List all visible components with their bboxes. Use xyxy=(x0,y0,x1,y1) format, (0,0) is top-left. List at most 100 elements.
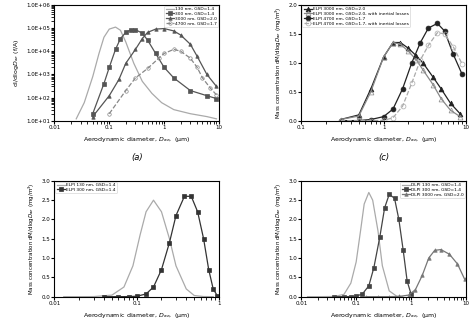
ELPI 4700 nm, GSD=1.7, with inertial losses xyxy=(435,31,440,35)
ELPI 130 nm, GSD=1.4 xyxy=(192,293,197,297)
DLPI 300 nm, GSD=1.4 xyxy=(359,292,365,296)
ELPI 4700 nm, GSD=1.7 xyxy=(450,52,456,56)
DLPI 300 nm, GSD=1.4 xyxy=(392,196,397,200)
DLPI 130 nm, GSD=1.4 xyxy=(394,294,400,298)
ELPI 4700 nm, GSD=1.7, with inertial losses xyxy=(381,118,386,122)
X-axis label: Aerodynamic diameter, $D_{ae},$ (μm): Aerodynamic diameter, $D_{ae},$ (μm) xyxy=(330,311,438,320)
ELPI 4700 nm, GSD=1.7 xyxy=(459,72,465,76)
4700 nm, GSD=1.7 xyxy=(214,93,219,97)
130 nm, GSD=1.4 xyxy=(73,117,79,121)
ELPI 3000 nm, GSD=2.0 xyxy=(457,112,463,116)
4700 nm, GSD=1.7 xyxy=(200,76,205,80)
Line: 4700 nm, GSD=1.7: 4700 nm, GSD=1.7 xyxy=(107,48,218,115)
300 nm, GSD=1.4 xyxy=(123,30,129,34)
Legend: DLPI 130 nm, GSD=1.4, DLPI 300 nm, GSD=1.4, DLPI 3000 nm, GSD=2.0: DLPI 130 nm, GSD=1.4, DLPI 300 nm, GSD=1… xyxy=(400,182,465,198)
ELPI 3000 nm, GSD=2.0 xyxy=(438,87,444,91)
Line: ELPI 4700 nm, GSD=1.7: ELPI 4700 nm, GSD=1.7 xyxy=(338,21,464,123)
ELPI 300 nm, GSD=1.4 xyxy=(115,295,121,299)
Line: DLPI 130 nm, GSD=1.4: DLPI 130 nm, GSD=1.4 xyxy=(307,192,403,297)
ELPI 4700 nm, GSD=1.7, with inertial losses xyxy=(368,119,374,123)
300 nm, GSD=1.4 xyxy=(132,28,138,32)
DLPI 3000 nm, GSD=2.0 xyxy=(432,248,438,252)
DLPI 130 nm, GSD=1.4 xyxy=(332,294,337,298)
DLPI 300 nm, GSD=1.4 xyxy=(366,284,372,288)
DLPI 300 nm, GSD=1.4 xyxy=(341,295,347,299)
Text: (c): (c) xyxy=(378,153,389,162)
3000 nm, GSD=2.0 xyxy=(214,84,219,88)
ELPI 300 nm, GSD=1.4 xyxy=(143,292,149,296)
3000 nm, GSD=2.0 xyxy=(116,78,122,82)
ELPI 300 nm, GSD=1.4 xyxy=(151,285,157,289)
DLPI 300 nm, GSD=1.4 xyxy=(332,295,337,299)
ELPI 4700 nm, GSD=1.7 xyxy=(368,118,374,122)
Line: ELPI 4700 nm, GSD=1.7, with inertial losses: ELPI 4700 nm, GSD=1.7, with inertial los… xyxy=(338,30,464,123)
Legend: 130 nm, GSD=1.4, 300 nm, GSD=1.4, 3000 nm, GSD=2.0, 4700 nm, GSD=1.7: 130 nm, GSD=1.4, 300 nm, GSD=1.4, 3000 n… xyxy=(164,6,218,27)
3000 nm, GSD=2.0 xyxy=(140,37,145,40)
4700 nm, GSD=1.7 xyxy=(132,76,138,80)
Y-axis label: Mass concentration dM/dlog$D_{ae}$ (mg/m³): Mass concentration dM/dlog$D_{ae}$ (mg/m… xyxy=(26,183,36,295)
ELPI 300 nm, GSD=1.4 xyxy=(206,268,211,272)
ELPI 4700 nm, GSD=1.7, with inertial losses xyxy=(418,58,423,62)
ELPI 300 nm, GSD=1.4 xyxy=(134,294,140,298)
130 nm, GSD=1.4 xyxy=(90,75,96,79)
300 nm, GSD=1.4 xyxy=(171,76,176,80)
Line: 300 nm, GSD=1.4: 300 nm, GSD=1.4 xyxy=(91,28,218,115)
ELPI 130 nm, GSD=1.4 xyxy=(91,295,96,299)
DLPI 130 nm, GSD=1.4 xyxy=(353,260,359,264)
Line: ELPI 3000 nm, GSD=2.0: ELPI 3000 nm, GSD=2.0 xyxy=(338,40,463,122)
130 nm, GSD=1.4 xyxy=(101,35,107,39)
ELPI 300 nm, GSD=1.4 xyxy=(101,295,107,299)
130 nm, GSD=1.4 xyxy=(81,101,87,105)
4700 nm, GSD=1.7 xyxy=(123,89,129,93)
ELPI 300 nm, GSD=1.4 xyxy=(158,268,164,272)
DLPI 300 nm, GSD=1.4 xyxy=(404,279,410,283)
ELPI 4700 nm, GSD=1.7, with inertial losses xyxy=(459,62,465,66)
ELPI 130 nm, GSD=1.4 xyxy=(109,293,115,297)
ELPI 3000 nm, GSD=2.0 xyxy=(368,87,374,91)
3000 nm, GSD=2.0 xyxy=(187,42,193,46)
DLPI 300 nm, GSD=1.4 xyxy=(371,266,377,270)
Y-axis label: Mass concentration dM/dlog$D_{ae}$ (mg/m³): Mass concentration dM/dlog$D_{ae}$ (mg/m… xyxy=(273,7,283,119)
ELPI 300 nm, GSD=1.4 xyxy=(173,214,179,217)
3000 nm, GSD=2.0 xyxy=(132,47,138,51)
DLPI 300 nm, GSD=1.4 xyxy=(408,292,414,296)
130 nm, GSD=1.4 xyxy=(118,28,123,32)
DLPI 130 nm, GSD=1.4 xyxy=(305,295,310,299)
DLPI 130 nm, GSD=1.4 xyxy=(361,202,367,206)
300 nm, GSD=1.4 xyxy=(145,38,150,42)
ELPI 130 nm, GSD=1.4 xyxy=(151,198,157,202)
ELPI 4700 nm, GSD=1.7 xyxy=(426,26,431,30)
4700 nm, GSD=1.7 xyxy=(178,49,184,53)
4700 nm, GSD=1.7 xyxy=(145,67,150,70)
DLPI 300 nm, GSD=1.4 xyxy=(386,192,392,196)
300 nm, GSD=1.4 xyxy=(113,47,118,51)
130 nm, GSD=1.4 xyxy=(171,108,176,111)
3000 nm, GSD=2.0 xyxy=(90,115,96,119)
DLPI 3000 nm, GSD=2.0 xyxy=(412,288,418,292)
ELPI 130 nm, GSD=1.4 xyxy=(143,210,149,214)
ELPI 4700 nm, GSD=1.7 xyxy=(338,119,343,123)
ELPI 4700 nm, GSD=1.7, with inertial losses xyxy=(450,45,456,49)
3000 nm, GSD=2.0 xyxy=(161,27,167,31)
ELPI 3000 nm, GSD=2.0 xyxy=(398,40,403,44)
DLPI 3000 nm, GSD=2.0 xyxy=(386,295,392,299)
Legend: ELPI 3000 nm, GSD=2.0, ELPI 3000 nm, GSD=2.0, with inertial losses, ELPI 4700 nm: ELPI 3000 nm, GSD=2.0, ELPI 3000 nm, GSD… xyxy=(302,6,410,27)
DLPI 130 nm, GSD=1.4 xyxy=(400,295,405,299)
3000 nm, GSD=2.0 xyxy=(204,72,210,76)
ELPI 3000 nm, GSD=2.0, with inertial losses xyxy=(430,83,436,87)
ELPI 4700 nm, GSD=1.7 xyxy=(400,87,405,91)
3000 nm, GSD=2.0 xyxy=(145,30,150,34)
3000 nm, GSD=2.0 xyxy=(123,61,129,65)
DLPI 3000 nm, GSD=2.0 xyxy=(462,277,467,281)
ELPI 300 nm, GSD=1.4 xyxy=(195,210,201,214)
DLPI 130 nm, GSD=1.4 xyxy=(348,281,354,285)
300 nm, GSD=1.4 xyxy=(118,37,123,40)
300 nm, GSD=1.4 xyxy=(106,66,112,69)
130 nm, GSD=1.4 xyxy=(149,92,155,96)
DLPI 3000 nm, GSD=2.0 xyxy=(447,252,452,256)
ELPI 130 nm, GSD=1.4 xyxy=(201,295,206,299)
DLPI 300 nm, GSD=1.4 xyxy=(348,295,354,299)
ELPI 3000 nm, GSD=2.0, with inertial losses xyxy=(405,49,411,53)
ELPI 300 nm, GSD=1.4 xyxy=(126,295,131,299)
X-axis label: Aerodynamic diameter, $D_{ae},$ (μm): Aerodynamic diameter, $D_{ae},$ (μm) xyxy=(83,311,191,320)
